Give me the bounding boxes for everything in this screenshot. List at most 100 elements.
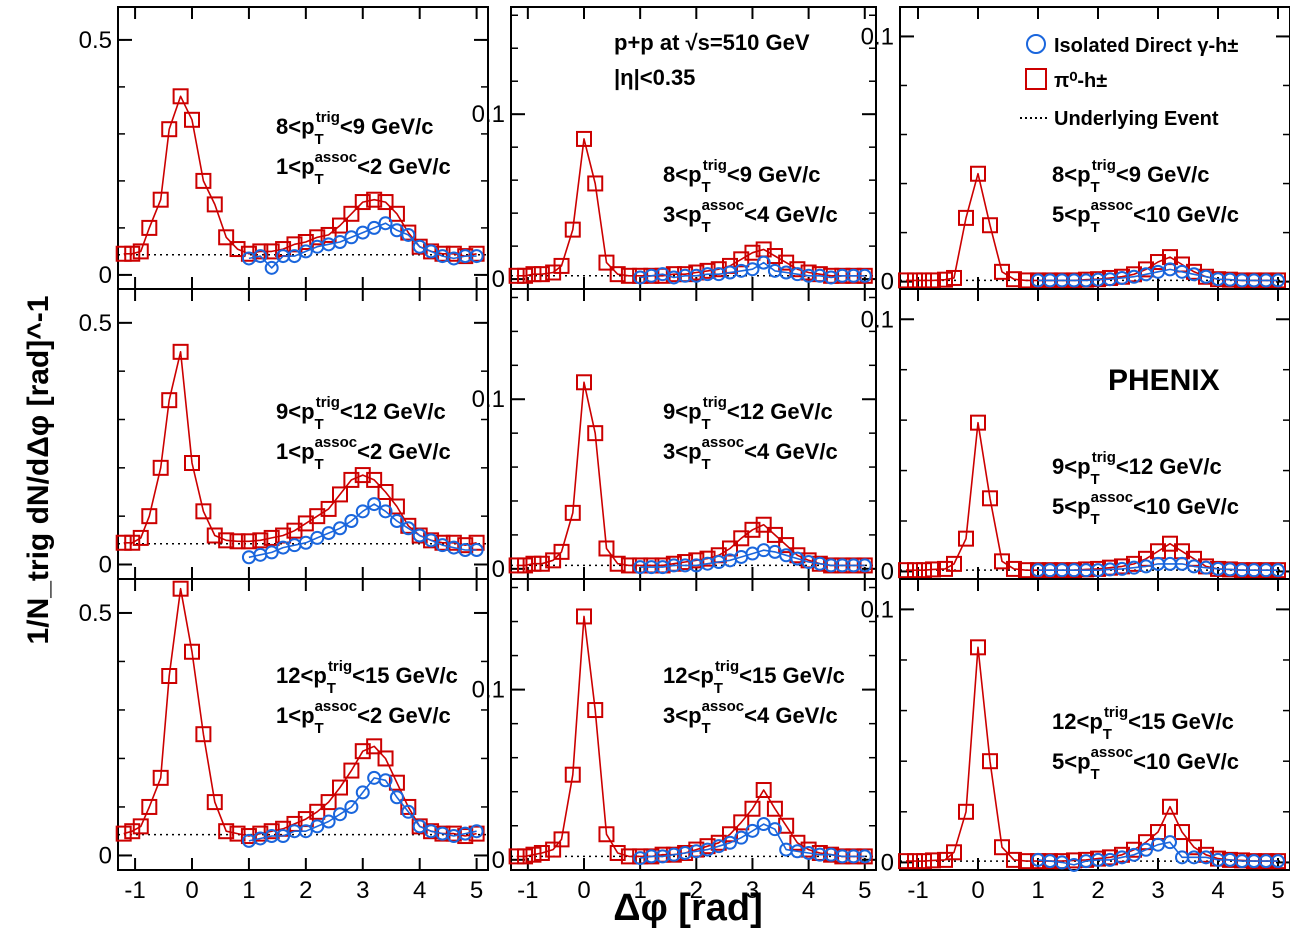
y-tick-label: 0.5 <box>79 27 112 54</box>
pi0-point <box>982 217 998 234</box>
pi0-point <box>218 532 235 549</box>
direct-point <box>367 220 382 235</box>
y-tick-label: 0.5 <box>79 310 112 337</box>
x-tick-label: -1 <box>124 877 145 904</box>
pi0-point <box>195 172 212 189</box>
pi0-point <box>970 639 986 656</box>
legend-label-direct: Isolated Direct γ-h± <box>1054 35 1238 57</box>
pi0-point <box>252 532 269 549</box>
pi0-point <box>309 803 326 820</box>
trig-range-label: 9<pTtrig<12 GeV/c <box>1052 449 1222 488</box>
pi0-point <box>587 702 604 719</box>
direct-point <box>378 773 393 788</box>
pi0-point <box>916 853 932 870</box>
direct-fit-curve <box>1038 563 1278 571</box>
pi0-point <box>525 266 542 283</box>
y-tick-label: 0 <box>881 558 894 585</box>
y-tick-label: 0 <box>881 849 894 876</box>
experiment-label: PHENIX <box>1108 364 1220 397</box>
direct-point <box>412 239 427 254</box>
legend-label-ue: Underlying Event <box>1054 108 1219 130</box>
pi0-point <box>132 818 149 835</box>
pi0-point <box>1174 824 1190 841</box>
pi0-point <box>755 516 772 533</box>
pi0-point <box>124 245 141 262</box>
pi0-point <box>468 245 485 262</box>
direct-point <box>401 521 416 536</box>
y-tick-label: 0 <box>492 556 505 583</box>
pi0-point <box>229 241 246 258</box>
direct-fit-curve <box>640 823 865 859</box>
system-label: p+p at √s=510 GeV <box>614 30 810 55</box>
pi0-point <box>445 825 462 842</box>
pi0-point <box>343 471 360 488</box>
pi0-point <box>508 848 525 865</box>
pi0-point <box>388 205 405 222</box>
panel-2-0: 0 0.5 -1 0 1 2 3 4 5 12<pTtrig<15 GeV/c1<pTassoc<… <box>79 578 489 904</box>
trig-range-label: 8<pTtrig<9 GeV/c <box>663 157 820 196</box>
pi0-point <box>1006 560 1022 577</box>
y-tick-label: 0 <box>492 266 505 293</box>
pi0-point <box>445 245 462 262</box>
direct-point <box>389 223 404 238</box>
direct-point <box>378 216 393 231</box>
x-tick-label: 0 <box>971 877 984 904</box>
pi0-point <box>916 562 932 579</box>
direct-point <box>469 543 484 557</box>
y-tick-label: 0 <box>99 262 112 289</box>
y-tick-label: 0.5 <box>79 600 112 627</box>
direct-point <box>412 819 427 834</box>
pi0-point <box>907 272 923 289</box>
direct-fit-curve <box>248 503 477 559</box>
legend-marker-pi0 <box>1025 68 1047 90</box>
panel-0-0: 0 0.5 8<pTtrig<9 GeV/c1<pTassoc<2 GeV/c <box>79 6 489 290</box>
assoc-range-label: 1<pTassoc<2 GeV/c <box>276 698 451 737</box>
pi0-point <box>937 271 953 288</box>
pi0-point <box>946 844 962 861</box>
direct-point <box>857 268 872 283</box>
pi0-point <box>533 555 550 572</box>
y-tick-label: 0 <box>99 842 112 869</box>
pi0-point <box>620 557 637 574</box>
pi0-point <box>354 194 371 211</box>
pi0-point <box>994 839 1010 856</box>
pi0-point <box>907 853 923 870</box>
pi0-point <box>553 831 570 848</box>
pi0-point <box>576 608 592 625</box>
pi0-point <box>206 196 223 213</box>
pi0-point <box>517 267 534 284</box>
pi0-point <box>587 175 604 192</box>
trig-range-label: 8<pTtrig<9 GeV/c <box>276 109 433 148</box>
pi0-point <box>744 800 761 817</box>
pi0-point <box>620 848 637 865</box>
x-tick-label: 5 <box>470 877 483 904</box>
pi0-point <box>354 467 371 484</box>
direct-point <box>1163 835 1177 850</box>
panel-0-1: 0 0.1 8<pTtrig<9 GeV/c3<pTassoc<4 GeV/c <box>472 6 877 293</box>
pi0-point <box>152 191 169 208</box>
direct-point <box>469 249 484 264</box>
pi0-point <box>898 853 914 870</box>
pi0-point <box>366 191 383 208</box>
eta-cut-label: |η|<0.35 <box>614 65 695 90</box>
pi0-point <box>970 414 986 431</box>
direct-point <box>276 829 291 844</box>
trig-range-label: 12<pTtrig<15 GeV/c <box>663 658 845 697</box>
direct-point <box>333 235 347 249</box>
direct-point <box>1127 847 1141 862</box>
pi0-point <box>141 219 158 236</box>
pi0-point <box>320 794 337 811</box>
direct-point <box>287 249 302 264</box>
x-tick-label: 4 <box>413 877 426 904</box>
pi0-point <box>161 121 178 138</box>
pi0-point <box>916 272 932 289</box>
assoc-range-label: 3<pTassoc<4 GeV/c <box>663 197 838 236</box>
pi0-point <box>184 111 200 128</box>
pi0-point <box>722 540 738 557</box>
pi0-point <box>377 750 394 767</box>
pi0-point <box>744 521 761 538</box>
direct-point <box>367 497 382 512</box>
x-tick-label: 1 <box>1031 877 1044 904</box>
pi0-point <box>195 503 212 520</box>
pi0-point <box>733 814 750 831</box>
